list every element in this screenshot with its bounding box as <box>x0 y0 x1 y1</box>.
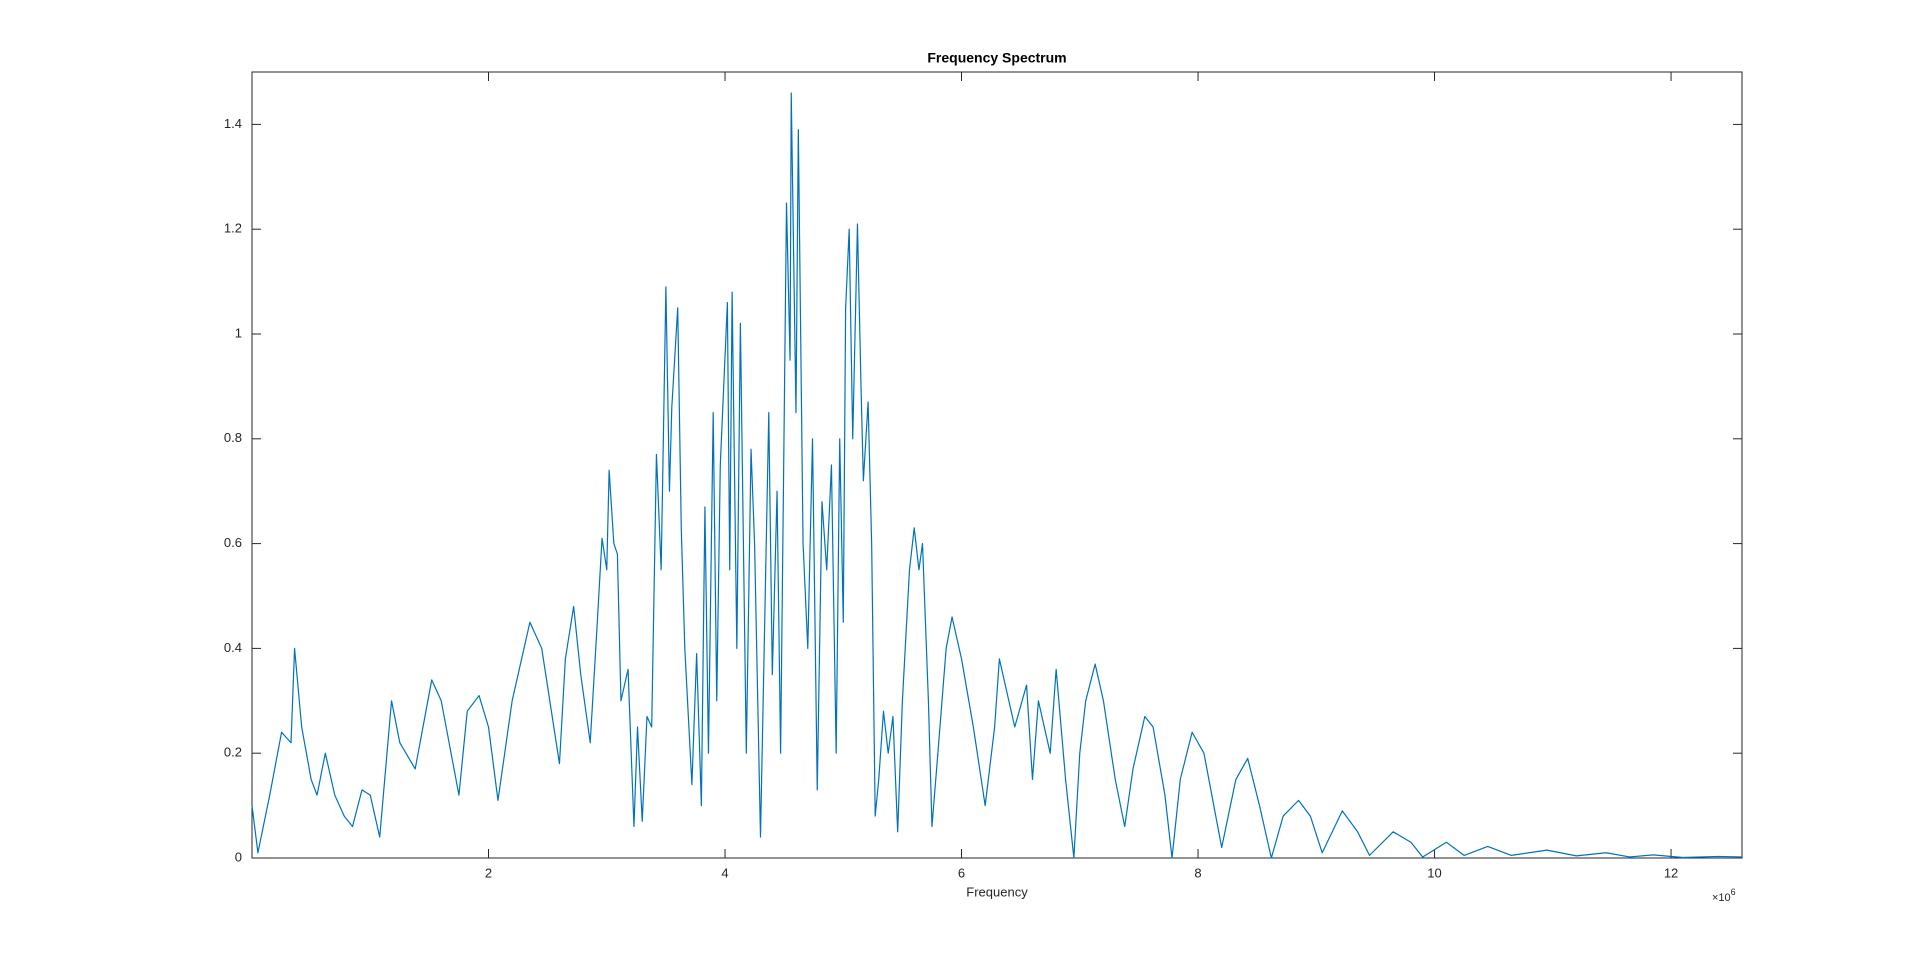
x-tick-label: 12 <box>1664 865 1678 880</box>
x-multiplier-exponent: 6 <box>1731 887 1736 897</box>
x-multiplier-base: ×10 <box>1712 892 1731 904</box>
x-axis-label: Frequency <box>966 884 1028 899</box>
x-tick-label: 4 <box>721 865 728 880</box>
y-tick-label: 1.2 <box>224 221 242 236</box>
x-tick-label: 6 <box>958 865 965 880</box>
y-tick-label: 0.4 <box>224 640 242 655</box>
y-tick-label: 1.4 <box>224 116 242 131</box>
y-tick-label: 0.2 <box>224 745 242 760</box>
y-tick-label: 0 <box>235 849 242 864</box>
y-tick-label: 1 <box>235 325 242 340</box>
x-tick-label: 8 <box>1194 865 1201 880</box>
x-tick-label: 10 <box>1427 865 1441 880</box>
x-tick-label: 2 <box>485 865 492 880</box>
chart-title: Frequency Spectrum <box>927 50 1066 66</box>
y-tick-label: 0.6 <box>224 535 242 550</box>
x-multiplier: ×106 <box>1712 887 1736 904</box>
plot-area <box>251 71 1743 859</box>
line-series <box>251 92 1743 859</box>
y-tick-label: 0.8 <box>224 430 242 445</box>
